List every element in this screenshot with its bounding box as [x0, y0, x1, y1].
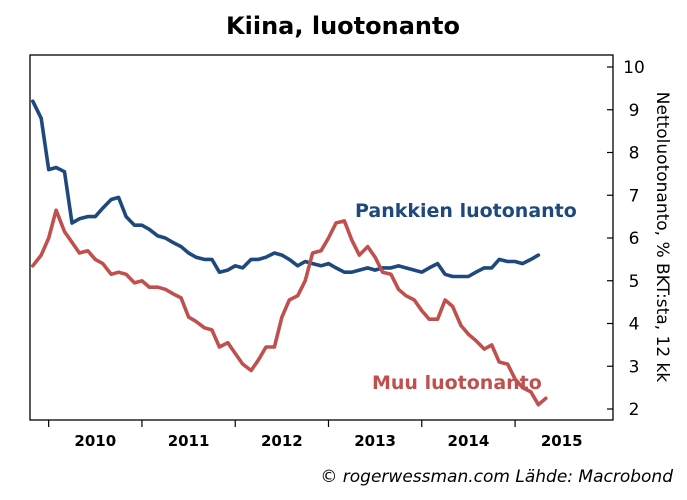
y-tick-label: 5 — [629, 272, 640, 292]
plot-frame — [29, 54, 614, 421]
x-tick-label: 2012 — [261, 432, 303, 450]
y-tick-label: 6 — [629, 229, 640, 249]
y-tick-label: 3 — [629, 357, 640, 377]
y-tick-label: 4 — [629, 315, 640, 335]
series-line-pankkien-luotonanto — [30, 99, 541, 279]
x-axis: 2010 2011 2012 2013 2014 2015 — [48, 420, 583, 450]
x-tick-label: 2015 — [541, 432, 583, 450]
y-axis: 2 3 4 5 6 7 8 9 10 — [607, 58, 645, 420]
y-axis-label: Nettoluotonanto, % BKT:sta, 12 kk — [652, 92, 672, 383]
y-tick-label: 8 — [629, 144, 640, 164]
y-tick-label: 7 — [629, 186, 640, 206]
series-lines — [30, 99, 548, 407]
annotation-pankkien-luotonanto: Pankkien luotonanto — [355, 200, 577, 222]
y-tick-label: 2 — [629, 400, 640, 420]
y-tick-label: 9 — [629, 101, 640, 121]
annotation-muu-luotonanto: Muu luotonanto — [372, 372, 542, 394]
x-tick-label: 2014 — [448, 432, 490, 450]
x-tick-label: 2013 — [354, 432, 396, 450]
y-tick-label: 10 — [623, 58, 645, 78]
x-tick-label: 2011 — [168, 432, 210, 450]
x-tick-label: 2010 — [74, 432, 116, 450]
chart-title: Kiina, luotonanto — [226, 12, 460, 40]
series-line-muu-luotonanto — [30, 208, 548, 407]
source-credit: © rogerwessman.com Lähde: Macrobond — [320, 467, 673, 487]
